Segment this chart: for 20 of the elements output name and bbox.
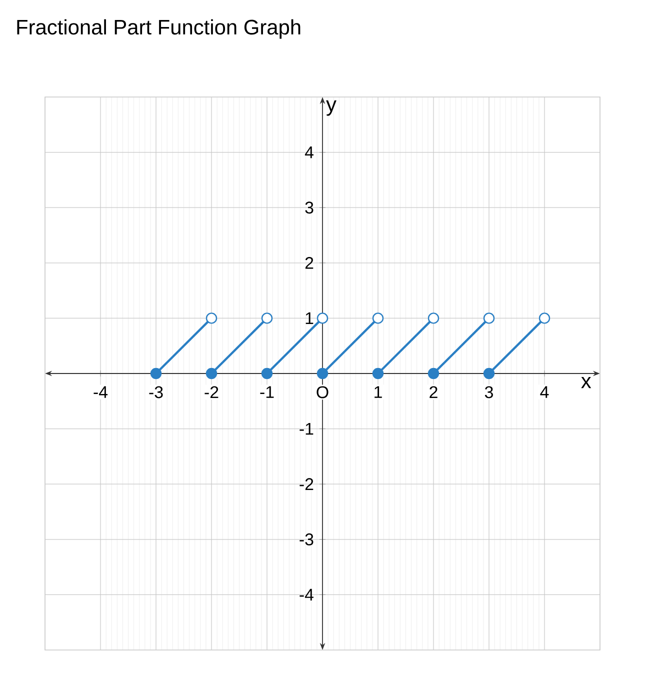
x-tick-label: 1 xyxy=(374,386,382,398)
x-axis-title: x xyxy=(581,377,592,388)
x-tick-label: -2 xyxy=(204,386,218,398)
chart-title: Fractional Part Function Graph xyxy=(17,19,300,39)
y-tick-label: -4 xyxy=(300,588,314,601)
y-tick-label: -1 xyxy=(300,422,314,435)
y-tick-label: 2 xyxy=(305,256,314,269)
y-axis-title: y xyxy=(326,100,336,116)
y-tick-label: -2 xyxy=(300,478,314,490)
x-tick-label: -1 xyxy=(260,386,274,398)
y-tick-label: 4 xyxy=(304,146,314,158)
x-tick-label: O xyxy=(316,386,328,398)
x-tick-label: 2 xyxy=(430,386,438,398)
x-tick-label: -4 xyxy=(94,386,108,398)
y-tick-label: 3 xyxy=(305,202,314,214)
x-tick-label: 3 xyxy=(484,386,493,398)
x-tick-label: 4 xyxy=(540,386,549,398)
y-tick-label: 1 xyxy=(306,312,314,324)
y-tick-label: -3 xyxy=(300,533,314,546)
x-tick-label: -3 xyxy=(149,386,163,398)
